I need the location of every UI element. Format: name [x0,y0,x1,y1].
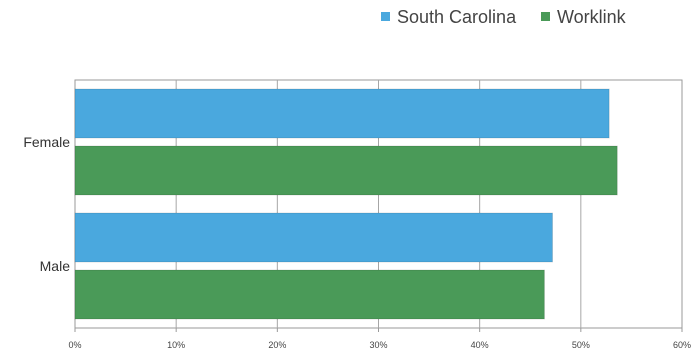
x-tick-label: 0% [68,340,81,350]
legend-swatch-worklink [541,12,550,21]
y-axis-categories: Female Male [23,134,70,274]
x-tick-label: 40% [471,340,489,350]
x-tick-label: 20% [268,340,286,350]
category-label-male: Male [40,258,71,274]
bars [74,88,618,320]
bar-female-worklink [74,145,618,196]
x-tick-label: 30% [369,340,387,350]
bar-male-worklink [74,269,545,320]
legend-label-worklink: Worklink [557,7,627,27]
x-tick-label: 10% [167,340,185,350]
bar-male-south-carolina [74,212,554,263]
plot-area: 0% 10% 20% 30% 40% 50% 60% Female Male [23,79,691,350]
x-tick-label: 50% [572,340,590,350]
legend-label-south-carolina: South Carolina [397,7,517,27]
legend-swatch-south-carolina [381,12,390,21]
chart-legend: South Carolina Worklink [381,7,627,27]
bar-female-south-carolina [74,88,610,139]
x-axis-ticks: 0% 10% 20% 30% 40% 50% 60% [68,328,691,350]
category-label-female: Female [23,134,70,150]
x-tick-label: 60% [673,340,691,350]
